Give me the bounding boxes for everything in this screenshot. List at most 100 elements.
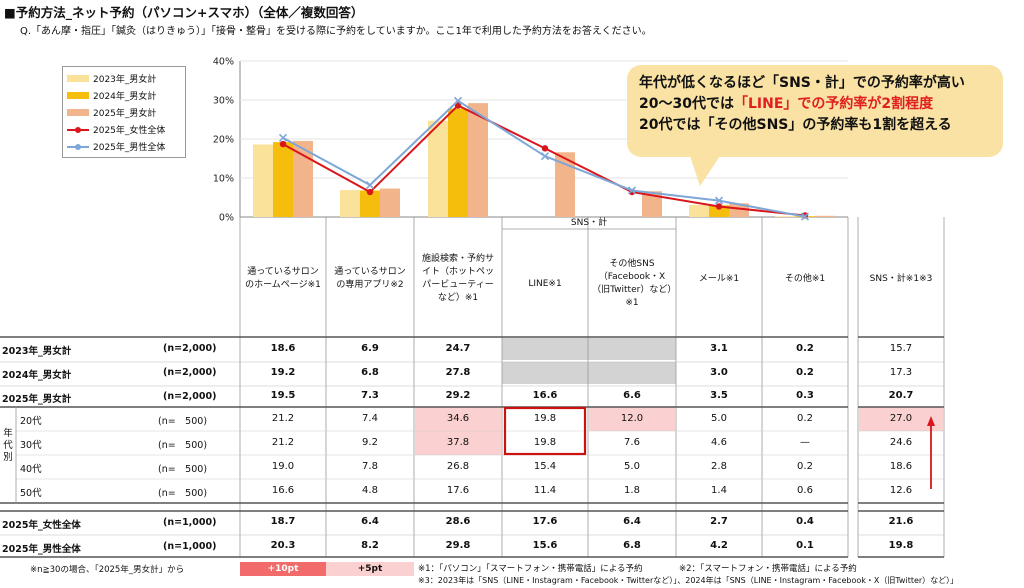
column-header: 通っているサロンのホームページ※1 xyxy=(245,267,321,290)
legend-label: 2024年_男女計 xyxy=(93,92,157,102)
badge-plus10-bg xyxy=(240,562,326,576)
table-cell: 27.8 xyxy=(445,366,471,378)
badge-plus5: +5pt xyxy=(357,564,383,574)
table-cell: 7.6 xyxy=(624,436,640,448)
point-2025年_女性全体-5 xyxy=(715,203,723,210)
legend-item: 2023年_男女計 xyxy=(67,70,181,87)
table-cell: 34.6 xyxy=(446,412,470,424)
table-cell: 29.8 xyxy=(445,540,471,551)
na-cell xyxy=(502,338,676,360)
row-n: (n=2,000) xyxy=(163,367,217,378)
table-cell: 4.6 xyxy=(711,436,727,448)
bar-2023年_男女計-0 xyxy=(253,144,273,217)
table-cell: 20.3 xyxy=(270,540,296,551)
legend-swatch xyxy=(67,109,89,116)
row-n: (n=1,000) xyxy=(163,540,217,552)
row-label: 2025年_女性全体 xyxy=(2,519,81,531)
column-header: 通っているサロンの専用アプリ※2 xyxy=(334,267,406,290)
row-n: (n= 500) xyxy=(158,488,208,499)
table-cell: 26.8 xyxy=(446,460,470,472)
bar-2023年_男女計-2 xyxy=(428,120,448,217)
highlight-cell xyxy=(859,407,943,431)
table-cell: 7.4 xyxy=(362,412,378,424)
table-cell: 19.8 xyxy=(533,412,557,424)
table-cell-sns-total: 21.6 xyxy=(888,516,914,527)
legend-item: 2025年_男女計 xyxy=(67,104,181,121)
table-cell: 21.2 xyxy=(271,436,295,448)
table-cell: 12.0 xyxy=(620,412,644,424)
point-2025年_男性全体-6 xyxy=(800,212,810,221)
table-cell: 0.2 xyxy=(796,342,814,354)
chart-legend: 2023年_男女計 2024年_男女計 2025年_男女計 2025年_女性全体 202… xyxy=(62,66,186,158)
bar-2023年_男女計-6 xyxy=(775,216,795,217)
y-tick-label: 30% xyxy=(213,96,234,107)
y-tick-label: 10% xyxy=(213,174,234,185)
table-cell: 9.2 xyxy=(362,436,378,448)
point-2025年_女性全体-1 xyxy=(366,188,374,196)
table-cell: 0.2 xyxy=(797,460,813,472)
table-cell: 0.2 xyxy=(797,412,813,424)
column-header: LINE※1 xyxy=(528,278,562,289)
table-cell: 6.6 xyxy=(623,390,641,401)
table-cell: 2.8 xyxy=(711,460,727,472)
row-n: (n= 500) xyxy=(158,440,208,451)
row-label: 20代 xyxy=(20,416,42,427)
badge-plus10: +10pt xyxy=(267,564,299,574)
table-cell: 3.1 xyxy=(710,342,728,354)
table-cell: 16.6 xyxy=(271,484,295,496)
row-n: (n= 500) xyxy=(158,464,208,475)
bar-2024年_男女計-1 xyxy=(360,190,380,217)
table-cell: 15.6 xyxy=(532,540,558,551)
row-n: (n= 500) xyxy=(158,416,208,427)
table-cell: 3.0 xyxy=(710,366,728,378)
note-2: ※2：「スマートフォン・携帯電話」による予約 xyxy=(679,564,857,574)
bar-2025年_男女計-6 xyxy=(815,215,835,217)
table-cell: 5.0 xyxy=(711,412,727,424)
callout-line-2-highlight: 「LINE」での予約率が2割程度 xyxy=(733,96,934,112)
column-header: その他※1 xyxy=(784,273,826,284)
legend-item: 2025年_男性全体 xyxy=(67,138,181,155)
point-2025年_男性全体-3 xyxy=(540,152,550,161)
table-cell: 19.0 xyxy=(271,460,295,472)
note-1: ※1：「パソコン」「スマートフォン・携帯電話」による予約 xyxy=(418,564,643,574)
bar-2025年_男女計-3 xyxy=(555,152,575,217)
table-cell-sns-total: 12.6 xyxy=(889,484,913,496)
legend-label: 2025年_女性全体 xyxy=(93,126,166,136)
table-cell: 37.8 xyxy=(446,436,470,448)
column-header: その他SNS（Facebook・X（旧Twitter）など）※1 xyxy=(592,259,672,308)
age-group-label: 年 代 別 xyxy=(3,428,13,463)
row-label: 2023年_男女計 xyxy=(2,346,72,357)
point-2025年_男性全体-5 xyxy=(714,196,724,205)
legend-line-swatch xyxy=(67,143,89,150)
callout-line-3: 20代では「その他SNS」の予約率も1割を超える xyxy=(639,117,952,133)
table-cell-sns-total: 20.7 xyxy=(888,390,914,401)
callout-box: 年代が低くなるほど「SNS・計」での予約率が高い 20～30代では「LINE」で… xyxy=(627,65,1003,157)
table-cell: 21.2 xyxy=(271,412,295,424)
legend-item: 2025年_女性全体 xyxy=(67,121,181,138)
table-cell-sns-total: 15.7 xyxy=(889,342,913,354)
column-header: メール※1 xyxy=(698,273,740,284)
point-2025年_女性全体-3 xyxy=(541,145,549,152)
row-label: 30代 xyxy=(20,440,42,451)
page-title: ■予約方法_ネット予約（パソコン+スマホ）（全体／複数回答） xyxy=(4,5,364,20)
bar-2024年_男女計-2 xyxy=(448,108,468,217)
column-header-sns-total: SNS・計※1※3 xyxy=(869,273,933,284)
point-2025年_男性全体-2 xyxy=(453,96,463,105)
row-n: (n=1,000) xyxy=(163,516,217,528)
table-cell: 19.2 xyxy=(270,366,296,378)
table-cell: 17.6 xyxy=(532,516,558,527)
bar-2025年_男女計-1 xyxy=(380,188,400,217)
trend-arrowhead xyxy=(927,416,935,426)
note-3: ※3：2023年は「SNS（LINE・Instagram・Facebook・Tw… xyxy=(418,576,959,585)
bar-2024年_男女計-0 xyxy=(273,142,293,217)
sns-group-header: SNS・計 xyxy=(570,218,608,228)
table-cell: 19.8 xyxy=(533,436,557,448)
table-cell: 4.2 xyxy=(710,540,728,551)
table-cell: 3.5 xyxy=(710,390,728,401)
legend-line-swatch xyxy=(67,126,89,133)
line-emphasis-box xyxy=(503,406,587,456)
row-n: (n=2,000) xyxy=(163,390,217,402)
